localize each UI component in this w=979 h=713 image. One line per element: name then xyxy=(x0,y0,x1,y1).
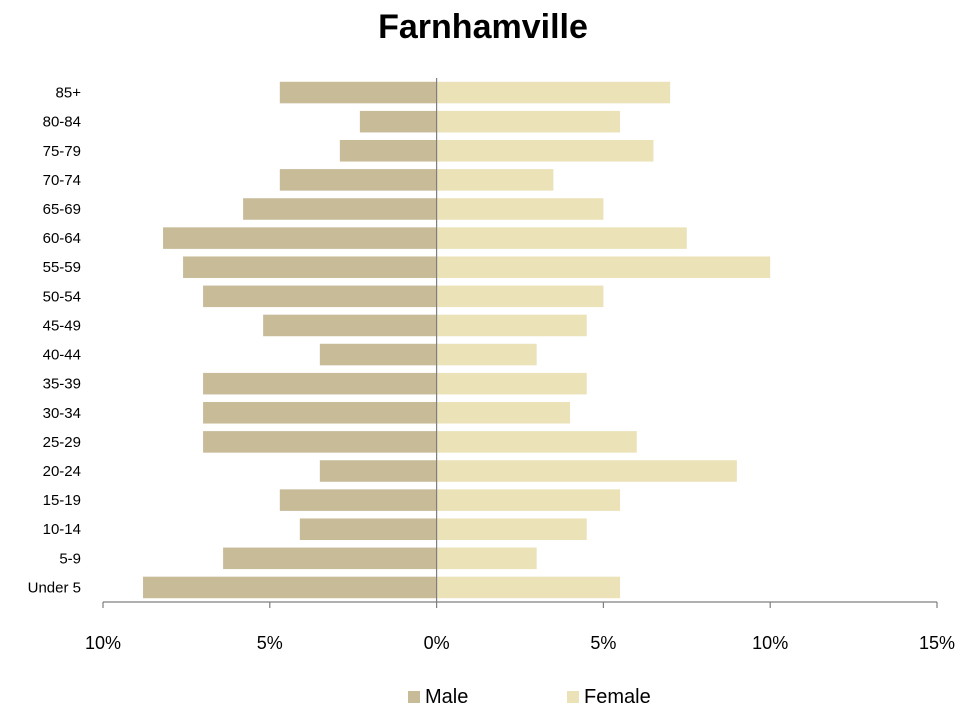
bar-female-11 xyxy=(436,402,571,424)
bar-male-10 xyxy=(203,372,437,395)
chart-title: Farnhamville xyxy=(378,8,588,46)
x-tick-label: 5% xyxy=(590,633,616,653)
bar-female-17 xyxy=(436,576,621,599)
category-label: 55-59 xyxy=(43,259,81,276)
bar-male-2 xyxy=(339,140,437,162)
category-label: 65-69 xyxy=(43,201,81,218)
bar-male-1 xyxy=(359,110,437,133)
bar-female-2 xyxy=(436,140,654,162)
x-tick-label: 10% xyxy=(752,633,788,653)
bar-male-0 xyxy=(279,81,437,104)
bar-male-14 xyxy=(279,489,437,511)
bar-male-11 xyxy=(203,402,437,424)
bar-female-6 xyxy=(436,256,771,278)
bar-female-13 xyxy=(436,460,737,482)
category-label: 50-54 xyxy=(43,288,81,305)
bar-male-8 xyxy=(263,314,437,337)
bar-female-7 xyxy=(436,285,604,308)
bar-male-12 xyxy=(203,431,437,453)
category-label: 10-14 xyxy=(43,521,81,538)
legend: Male Female xyxy=(408,686,651,708)
category-label: 20-24 xyxy=(43,463,81,480)
category-label: 70-74 xyxy=(43,172,81,189)
category-label: 5-9 xyxy=(59,550,81,567)
category-label: 60-64 xyxy=(43,230,81,247)
legend-label-female: Female xyxy=(584,686,651,708)
bar-female-10 xyxy=(436,372,587,395)
bar-male-16 xyxy=(223,547,437,570)
bars-group xyxy=(143,81,771,599)
bar-female-12 xyxy=(436,431,637,453)
bar-female-16 xyxy=(436,547,537,570)
category-label: 25-29 xyxy=(43,434,81,451)
x-tick-label: 15% xyxy=(919,633,955,653)
legend-swatch-female xyxy=(567,691,579,703)
bar-female-1 xyxy=(436,110,621,133)
bar-female-5 xyxy=(436,227,687,249)
category-label: 35-39 xyxy=(43,376,81,393)
bar-male-7 xyxy=(203,285,437,308)
category-label: Under 5 xyxy=(28,579,81,596)
bar-male-15 xyxy=(299,518,437,540)
x-tick-label: 10% xyxy=(85,633,121,653)
bar-male-13 xyxy=(319,460,437,482)
bar-male-3 xyxy=(279,169,437,191)
category-label: 40-44 xyxy=(43,347,81,364)
x-tick-label: 0% xyxy=(424,633,450,653)
x-axis: 10% 5% 0% 5% 10% 15% xyxy=(85,78,955,653)
category-label: 85+ xyxy=(56,85,82,102)
legend-swatch-male xyxy=(408,691,420,703)
bar-female-14 xyxy=(436,489,621,511)
bar-female-8 xyxy=(436,314,587,337)
legend-label-male: Male xyxy=(425,686,468,708)
bar-male-17 xyxy=(143,576,437,599)
bar-female-15 xyxy=(436,518,587,540)
bar-female-0 xyxy=(436,81,671,104)
bar-female-9 xyxy=(436,343,537,366)
category-label: 30-34 xyxy=(43,405,81,422)
category-label: 45-49 xyxy=(43,317,81,334)
bar-female-4 xyxy=(436,198,604,220)
category-labels: 85+ 80-84 75-79 70-74 65-69 60-64 55-59 50-54 45… xyxy=(28,85,82,597)
x-tick-label: 5% xyxy=(257,633,283,653)
bar-female-3 xyxy=(436,169,554,191)
bar-male-4 xyxy=(243,198,437,220)
bar-male-5 xyxy=(163,227,437,249)
bar-male-6 xyxy=(183,256,437,278)
category-label: 80-84 xyxy=(43,114,81,131)
bar-male-9 xyxy=(319,343,437,366)
category-label: 15-19 xyxy=(43,492,81,509)
category-label: 75-79 xyxy=(43,143,81,160)
